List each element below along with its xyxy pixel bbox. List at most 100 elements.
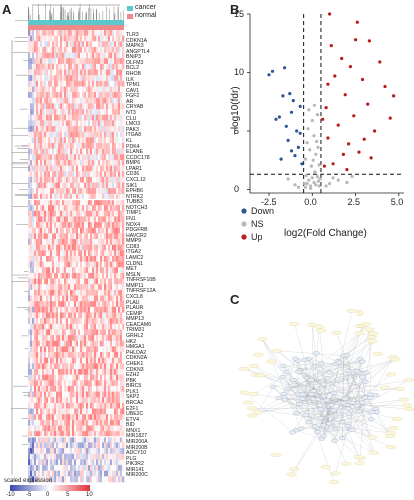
heatmap-cell: [112, 453, 115, 460]
heatmap-cell: [72, 69, 75, 76]
heatmap-cell: [94, 233, 97, 240]
heatmap-cell: [28, 69, 31, 76]
heatmap-cell: [64, 414, 67, 421]
heatmap-cell: [36, 30, 39, 36]
heatmap-cell: [62, 465, 65, 471]
heatmap-cell: [64, 165, 67, 172]
heatmap-cell: [68, 340, 71, 347]
heatmap-cell: [80, 97, 83, 104]
heatmap-cell: [64, 182, 67, 189]
heatmap-cell: [56, 199, 59, 206]
heatmap-cell: [48, 306, 51, 313]
heatmap-cell: [36, 391, 39, 398]
heatmap-cell: [108, 69, 111, 76]
heatmap-cell: [90, 374, 93, 381]
heatmap-cell: [116, 306, 119, 313]
heatmap-cell: [98, 369, 101, 375]
heatmap-cell: [80, 284, 83, 291]
heatmap-cell: [88, 222, 91, 229]
volcano-point-ns: [306, 127, 310, 131]
heatmap-cell: [28, 284, 31, 291]
heatmap-cell: [66, 148, 69, 155]
heatmap-cell: [84, 363, 87, 370]
heatmap-cell: [66, 323, 69, 330]
heatmap-cell: [66, 205, 69, 212]
heatmap-cell: [82, 346, 85, 353]
heatmap-cell: [92, 295, 95, 302]
heatmap-cell: [68, 233, 71, 240]
heatmap-cell: [94, 103, 97, 110]
volcano-point-up: [373, 129, 377, 133]
heatmap-cell: [92, 46, 95, 53]
heatmap-cell: [112, 323, 115, 330]
heatmap-cell: [98, 391, 101, 398]
heatmap-cell: [78, 244, 81, 251]
heatmap-cell: [42, 374, 45, 381]
heatmap-cell: [118, 352, 121, 358]
heatmap-cell: [60, 272, 63, 279]
heatmap-cell: [108, 244, 111, 251]
heatmap-cell: [62, 227, 65, 234]
heatmap-cell: [98, 278, 101, 285]
heatmap-cell: [104, 318, 107, 325]
heatmap-cell: [122, 63, 125, 70]
heatmap-cell: [86, 176, 89, 183]
heatmap-cell: [30, 92, 33, 99]
heatmap-cell: [114, 256, 117, 262]
heatmap-cell: [36, 419, 39, 426]
heatmap-cell: [50, 210, 53, 217]
heatmap-cell: [48, 374, 51, 381]
heatmap-cell: [82, 385, 85, 392]
volcano-point-up: [326, 136, 330, 140]
heatmap-cell: [28, 103, 31, 110]
heatmap-cell: [38, 41, 41, 48]
heatmap-cell: [62, 357, 65, 364]
network-node-mirna: [330, 471, 341, 476]
heatmap-cell: [70, 137, 73, 144]
heatmap-cell: [40, 199, 43, 206]
heatmap-cell: [100, 193, 103, 200]
heatmap-cell: [50, 239, 53, 245]
heatmap-cell: [28, 374, 31, 381]
heatmap-cell: [38, 137, 41, 144]
heatmap-cell: [92, 289, 95, 296]
heatmap-cell: [104, 188, 107, 195]
heatmap-cell: [96, 318, 99, 325]
heatmap-cell: [30, 205, 33, 212]
heatmap-cell: [96, 256, 99, 262]
heatmap-cell: [100, 323, 103, 330]
heatmap-cell: [64, 97, 67, 104]
heatmap-cell: [54, 408, 57, 415]
heatmap-cell: [46, 352, 49, 358]
heatmap-cell: [64, 323, 67, 330]
heatmap-cell: [40, 465, 43, 471]
heatmap-cell: [40, 284, 43, 291]
network-node-mirna: [372, 351, 383, 356]
heatmap-cell: [100, 408, 103, 415]
heatmap-cell: [106, 103, 109, 110]
heatmap-cell: [54, 369, 57, 375]
heatmap-cell: [46, 35, 49, 42]
heatmap-cell: [120, 448, 123, 455]
heatmap-cell: [110, 453, 113, 460]
heatmap-cell: [94, 470, 97, 477]
heatmap-cell: [88, 306, 91, 313]
heatmap-cell: [36, 46, 39, 53]
heatmap-cell: [102, 425, 105, 432]
heatmap-cell: [40, 188, 43, 195]
heatmap-cell: [36, 176, 39, 183]
gene-label: HMGA1: [126, 344, 145, 351]
heatmap-cell: [98, 239, 101, 245]
heatmap-cell: [84, 143, 87, 149]
heatmap-cell: [114, 380, 117, 387]
heatmap-cell: [56, 159, 59, 166]
heatmap-cell: [54, 41, 57, 48]
heatmap-cell: [100, 188, 103, 195]
heatmap-cell: [102, 176, 105, 183]
heatmap-cell: [122, 278, 125, 285]
heatmap-cell: [60, 103, 63, 110]
heatmap-cell: [114, 284, 117, 291]
heatmap-cell: [98, 425, 101, 432]
heatmap-cell: [122, 239, 125, 245]
heatmap-cell: [32, 318, 35, 325]
